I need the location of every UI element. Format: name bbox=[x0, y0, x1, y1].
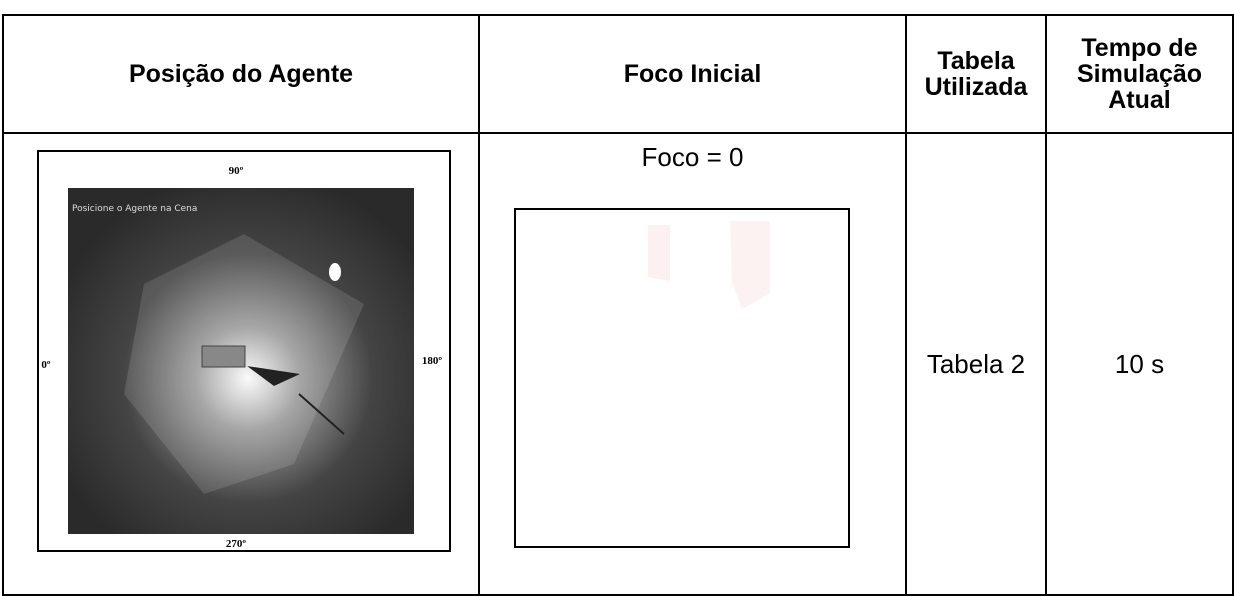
table-cell: Tabela 2 bbox=[905, 132, 1047, 596]
focus-image bbox=[514, 208, 850, 548]
scene-label: 90º bbox=[229, 165, 244, 177]
data-table: Posição do Agente Foco Inicial Tabela Ut… bbox=[2, 14, 1234, 596]
header-cell: Tabela Utilizada bbox=[905, 14, 1047, 134]
scene-label: 180º bbox=[422, 355, 443, 367]
body-row: 90º Posicione o Agente na Cena 0º 180º 2… bbox=[2, 132, 1234, 596]
scene-label: 270º bbox=[226, 538, 247, 550]
scene-image: 90º Posicione o Agente na Cena 0º 180º 2… bbox=[37, 150, 451, 552]
scene-caption: Posicione o Agente na Cena bbox=[72, 204, 197, 214]
header-cell: Tempo de Simulação Atual bbox=[1045, 14, 1234, 134]
time-cell: 10 s bbox=[1045, 132, 1234, 596]
focus-label: Foco = 0 bbox=[641, 142, 744, 172]
focus-cell: Foco = 0 bbox=[478, 132, 907, 596]
scene-cell: 90º Posicione o Agente na Cena 0º 180º 2… bbox=[2, 132, 480, 596]
header-cell: Foco Inicial bbox=[478, 14, 907, 134]
header-cell: Posição do Agente bbox=[2, 14, 480, 134]
header-row: Posição do Agente Foco Inicial Tabela Ut… bbox=[2, 14, 1234, 134]
scene-label: 0º bbox=[41, 359, 51, 371]
